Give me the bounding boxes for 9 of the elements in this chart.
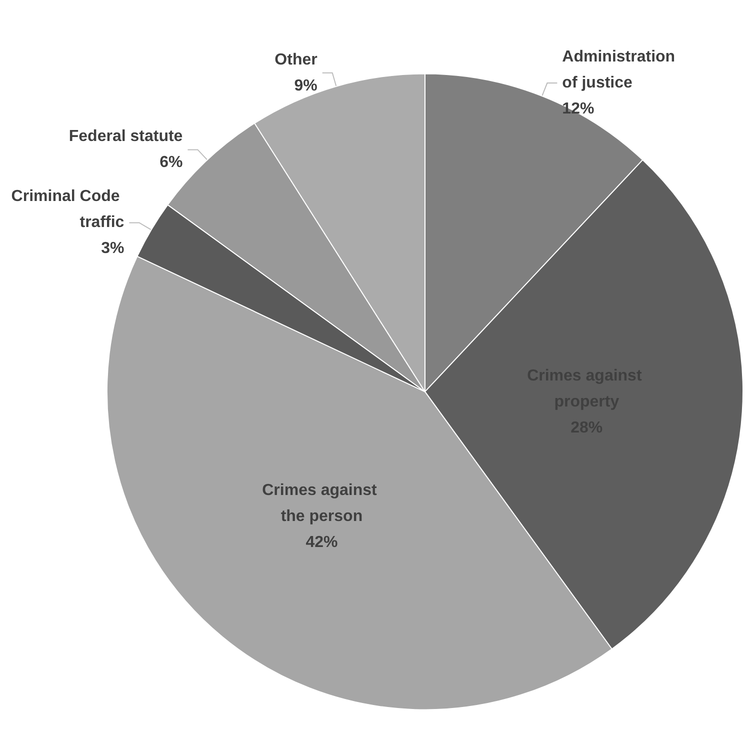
slice-label: Crimes against the person [262, 482, 382, 526]
slice-label: Federal statute [68, 128, 183, 146]
slice-label: Criminal Code traffic [11, 188, 124, 232]
data-label: 42% [306, 534, 338, 552]
data-label: 9% [294, 77, 318, 94]
data-label: 6% [160, 154, 183, 172]
data-label: 3% [101, 240, 124, 258]
slice-label: Administration of justice [562, 48, 680, 92]
slice-label: Other [274, 51, 318, 68]
